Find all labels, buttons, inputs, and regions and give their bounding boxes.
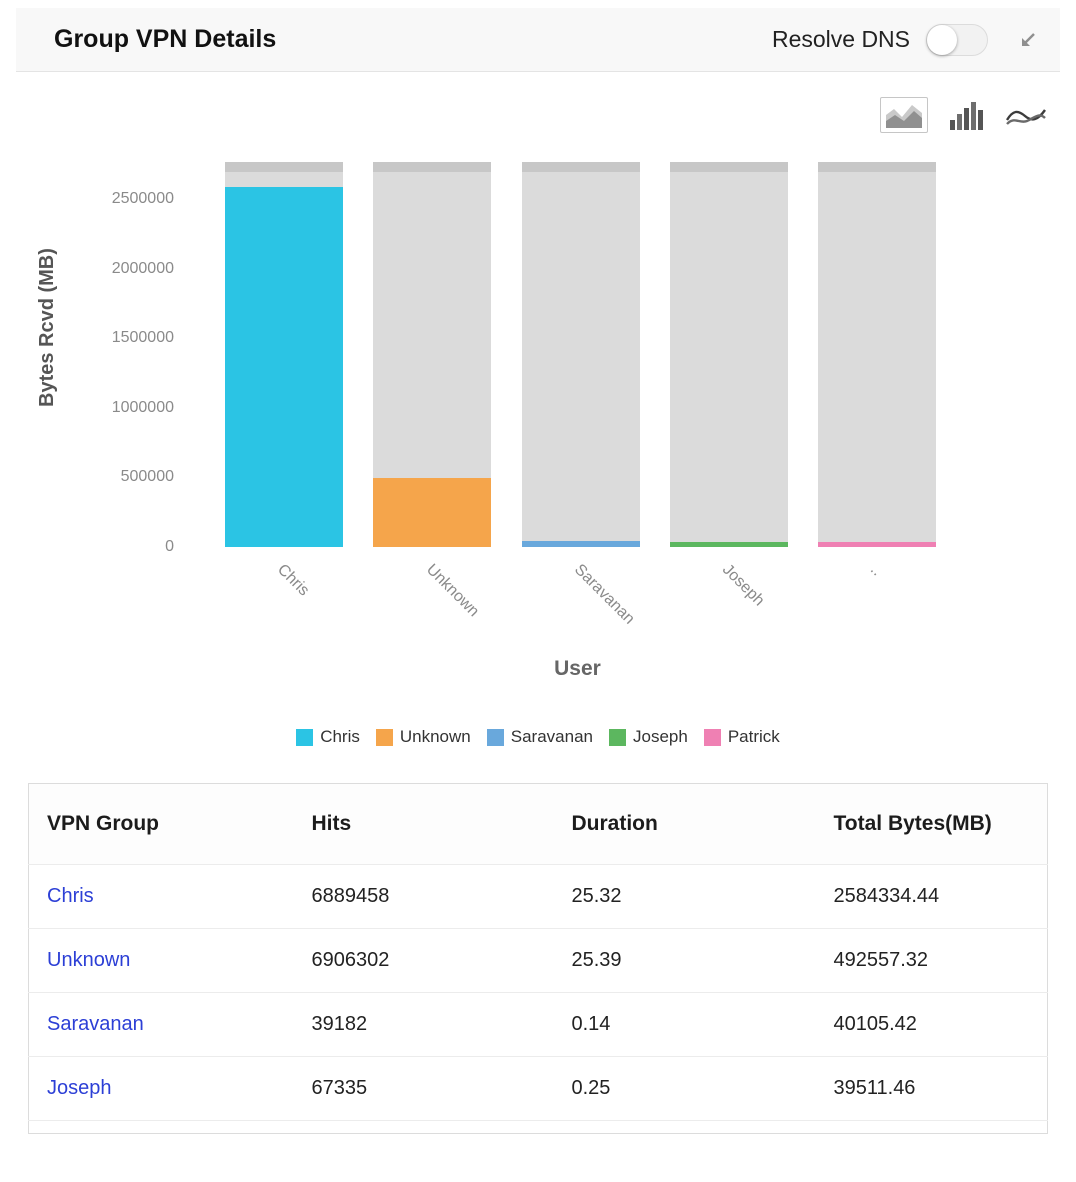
table-row: Saravanan 39182 0.14 40105.42 <box>28 992 1048 1057</box>
col-header-total-bytes: Total Bytes(MB) <box>815 783 1048 865</box>
legend-label: Unknown <box>399 727 471 746</box>
area-chart-icon[interactable] <box>880 97 928 133</box>
vpn-group-link[interactable]: Chris <box>47 885 94 907</box>
hits-cell: 67335 <box>293 1056 554 1121</box>
x-label-slot: Chris <box>225 547 343 655</box>
table-header-row: VPN Group Hits Duration Total Bytes(MB) <box>28 783 1048 865</box>
x-label-slot: Saravanan <box>522 547 640 655</box>
total-bytes-cell: 492557.32 <box>815 928 1048 993</box>
col-header-vpn-group: VPN Group <box>28 783 294 865</box>
x-axis-labels: Chris Unknown Saravanan Joseph.. <box>205 547 950 655</box>
legend-item-joseph[interactable]: Joseph <box>608 727 688 747</box>
legend-item-saravanan[interactable]: Saravanan <box>486 727 593 747</box>
y-axis-ticks: 0 500000 1000000 1500000 2000000 2500000 <box>0 162 190 555</box>
legend-label: Chris <box>320 727 360 746</box>
widget-title: Group VPN Details <box>54 25 277 53</box>
bar-group-joseph <box>669 162 788 547</box>
legend-swatch <box>703 728 721 746</box>
legend-label: Saravanan <box>510 727 593 746</box>
hits-cell: 39182 <box>293 992 554 1057</box>
y-tick-label: 1000000 <box>111 398 174 416</box>
y-tick-label: 1500000 <box>111 329 174 347</box>
resolve-dns-toggle[interactable] <box>926 23 988 56</box>
col-header-hits: Hits <box>293 783 554 865</box>
bar-chris[interactable] <box>225 187 343 547</box>
duration-cell: 0.14 <box>553 992 816 1057</box>
table-row: Chris 6889458 25.32 2584334.44 <box>28 864 1048 929</box>
line-chart-icon[interactable] <box>1006 102 1046 128</box>
legend-item-unknown[interactable]: Unknown <box>375 727 471 747</box>
chart-legend: Chris Unknown Saravanan Joseph Patrick <box>0 727 1076 747</box>
bar-group-patrick <box>818 162 936 547</box>
bar-chart-icon[interactable] <box>950 100 984 130</box>
legend-swatch <box>375 728 393 746</box>
x-tick-label: Chris <box>274 561 313 600</box>
legend-label: Patrick <box>727 727 780 746</box>
table-row: Joseph 67335 0.25 39511.46 <box>28 1056 1048 1121</box>
bar-group-chris <box>225 162 343 547</box>
legend-item-patrick[interactable]: Patrick <box>703 727 780 747</box>
table-row-partial <box>28 1120 1048 1134</box>
bar-saravanan[interactable] <box>521 541 640 547</box>
legend-swatch <box>608 728 626 746</box>
x-tick-label: Joseph <box>719 561 768 610</box>
bytes-rcvd-chart: Bytes Rcvd (MB) 0 500000 1000000 1500000 200… <box>0 162 1076 747</box>
bar-background <box>521 162 640 547</box>
bar-unknown[interactable] <box>373 478 492 547</box>
total-bytes-cell: 40105.42 <box>815 992 1048 1057</box>
y-tick-label: 0 <box>165 538 174 555</box>
bar-patrick[interactable] <box>818 542 936 547</box>
x-tick-label: Unknown <box>422 561 482 621</box>
legend-item-chris[interactable]: Chris <box>296 727 360 747</box>
resolve-dns-label: Resolve DNS <box>771 26 910 52</box>
y-tick-label: 500000 <box>120 468 174 486</box>
bar-group-saravanan <box>521 162 640 547</box>
y-tick-label: 2000000 <box>111 259 174 277</box>
x-label-slot: .. <box>818 547 936 655</box>
x-tick-label: .. <box>867 561 886 580</box>
bar-plot <box>205 162 950 547</box>
x-label-slot: Joseph <box>670 547 788 655</box>
chart-type-toolbar <box>0 96 1046 134</box>
legend-label: Joseph <box>632 727 688 746</box>
bar-joseph[interactable] <box>669 542 788 547</box>
x-tick-label: Saravanan <box>570 561 638 628</box>
duration-cell: 25.39 <box>553 928 816 993</box>
duration-cell: 0.25 <box>553 1056 816 1121</box>
hits-cell: 6889458 <box>293 864 554 929</box>
table-row: Unknown 6906302 25.39 492557.32 <box>28 928 1048 993</box>
x-label-slot: Unknown <box>373 547 491 655</box>
vpn-group-link[interactable]: Unknown <box>47 949 131 971</box>
vpn-group-link[interactable]: Saravanan <box>47 1013 144 1035</box>
total-bytes-cell: 39511.46 <box>815 1056 1048 1121</box>
hits-cell: 6906302 <box>293 928 554 993</box>
bar-group-unknown <box>373 162 492 547</box>
col-header-duration: Duration <box>553 783 816 865</box>
y-tick-label: 2500000 <box>111 190 174 208</box>
widget-header: Group VPN Details Resolve DNS <box>16 8 1060 72</box>
duration-cell: 25.32 <box>553 864 816 929</box>
legend-swatch <box>486 728 504 746</box>
bar-background <box>818 162 936 547</box>
vpn-group-table: VPN Group Hits Duration Total Bytes(MB) … <box>28 783 1048 1134</box>
legend-swatch <box>296 728 314 746</box>
vpn-group-link[interactable]: Joseph <box>47 1077 112 1099</box>
bar-background <box>669 162 788 547</box>
plot-area: 0 500000 1000000 1500000 2000000 2500000 <box>112 162 950 555</box>
toggle-knob <box>927 24 957 55</box>
popout-icon[interactable] <box>1018 30 1038 50</box>
header-right: Resolve DNS <box>771 23 1038 56</box>
x-axis-title: User <box>554 657 601 680</box>
total-bytes-cell: 2584334.44 <box>815 864 1048 929</box>
